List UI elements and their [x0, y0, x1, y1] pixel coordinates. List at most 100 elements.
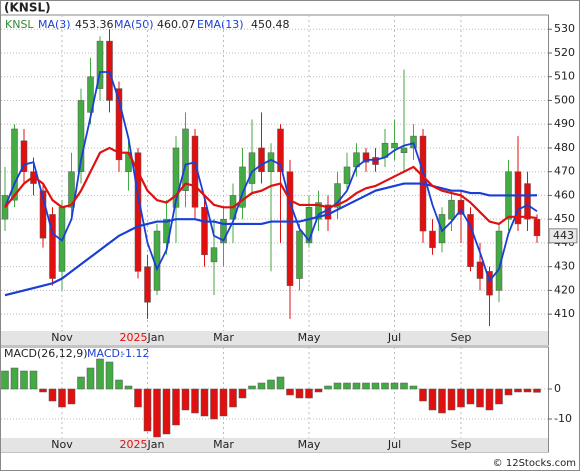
candle-body	[296, 230, 303, 279]
y-tick-label: -10	[554, 412, 572, 425]
x-tick-label: Nov	[51, 438, 73, 451]
bar	[29, 370, 38, 390]
bar	[457, 388, 465, 408]
bar	[48, 388, 57, 402]
bar	[438, 388, 446, 414]
candle-body	[486, 271, 493, 296]
y-tick-label: 490	[554, 117, 575, 130]
bar	[1, 370, 9, 390]
legend-value: 460.07	[157, 18, 196, 31]
bar	[390, 382, 399, 390]
bar	[371, 382, 380, 390]
bar	[248, 385, 256, 390]
bar	[257, 382, 266, 390]
macd-current-value: -1.12	[121, 347, 149, 360]
x-year-label: 2025	[120, 331, 148, 344]
bar	[324, 385, 332, 390]
chart-title: (KNSL)	[4, 1, 51, 15]
bar	[210, 388, 218, 420]
candle-body	[343, 166, 351, 184]
line-series	[4, 71, 538, 283]
bar	[295, 388, 304, 399]
bar	[191, 388, 199, 414]
bar	[86, 367, 95, 390]
x-label-band	[1, 438, 548, 452]
x-label-band	[1, 331, 548, 345]
candle-body	[77, 100, 85, 172]
candle-body	[448, 199, 455, 220]
candle-body	[476, 261, 484, 279]
macd-panel	[0, 346, 549, 453]
candle-body	[258, 147, 265, 172]
candle-body	[400, 147, 408, 153]
bar	[39, 388, 47, 393]
x-tick-label: Sep	[451, 438, 472, 451]
bar	[362, 382, 370, 390]
candle-body	[144, 266, 151, 303]
candle-body	[210, 247, 218, 263]
legend-value: 450.48	[251, 18, 290, 31]
line-series	[4, 146, 538, 226]
bar	[153, 388, 161, 438]
line-series	[4, 182, 538, 297]
x-tick-label: Sep	[451, 331, 472, 344]
bar	[181, 388, 190, 411]
legend-ticker: KNSL	[5, 18, 34, 31]
bar	[58, 388, 66, 408]
bar	[314, 388, 323, 393]
candle-body	[457, 199, 465, 215]
candle-body	[286, 171, 294, 286]
bar	[105, 361, 114, 390]
candle-body	[533, 218, 541, 237]
bar	[219, 388, 228, 417]
x-tick-label: Mar	[213, 331, 234, 344]
bar	[162, 388, 171, 435]
candle-body	[182, 128, 189, 191]
macd-current-label: MACD:	[87, 347, 124, 360]
x-tick-label: Jan	[147, 438, 165, 451]
legend-label: MA(3)	[38, 18, 71, 31]
x-year-label: 2025	[120, 438, 148, 451]
y-tick-label: 450	[554, 212, 575, 225]
bar	[419, 388, 427, 402]
candle-body	[410, 135, 417, 149]
bar	[333, 382, 342, 390]
bar	[229, 388, 237, 408]
candle-body	[248, 152, 256, 184]
candle-body	[49, 214, 56, 279]
bar	[20, 370, 28, 390]
y-tick-label: 410	[554, 307, 575, 320]
bar	[143, 388, 152, 432]
candle-body	[514, 171, 522, 225]
bar	[343, 382, 351, 390]
candle-body	[115, 88, 123, 161]
bar	[96, 358, 104, 390]
y-tick-label: 0	[554, 382, 561, 395]
bar	[67, 388, 76, 405]
candle-body	[106, 40, 113, 101]
candle-body	[391, 142, 398, 149]
y-tick-label: 530	[554, 22, 575, 35]
legend-label: MA(50)	[114, 18, 154, 31]
candle-body	[267, 152, 275, 172]
bar	[267, 379, 275, 390]
bar	[200, 388, 209, 417]
last-price-box	[548, 228, 578, 244]
bar	[134, 388, 142, 408]
candle-body	[68, 171, 75, 208]
bar	[514, 388, 522, 393]
macd-title: MACD(26,12,9)	[4, 347, 88, 360]
bar	[172, 388, 180, 426]
bar	[447, 388, 456, 411]
bar	[495, 388, 503, 405]
candle-body	[334, 183, 341, 208]
y-tick-label: 460	[554, 188, 575, 201]
candle-body	[277, 128, 284, 172]
bar	[10, 367, 19, 390]
bar	[276, 376, 285, 390]
candle-body	[20, 140, 28, 172]
x-tick-label: Jan	[147, 331, 165, 344]
bar	[238, 388, 247, 399]
candle-body	[96, 40, 104, 89]
